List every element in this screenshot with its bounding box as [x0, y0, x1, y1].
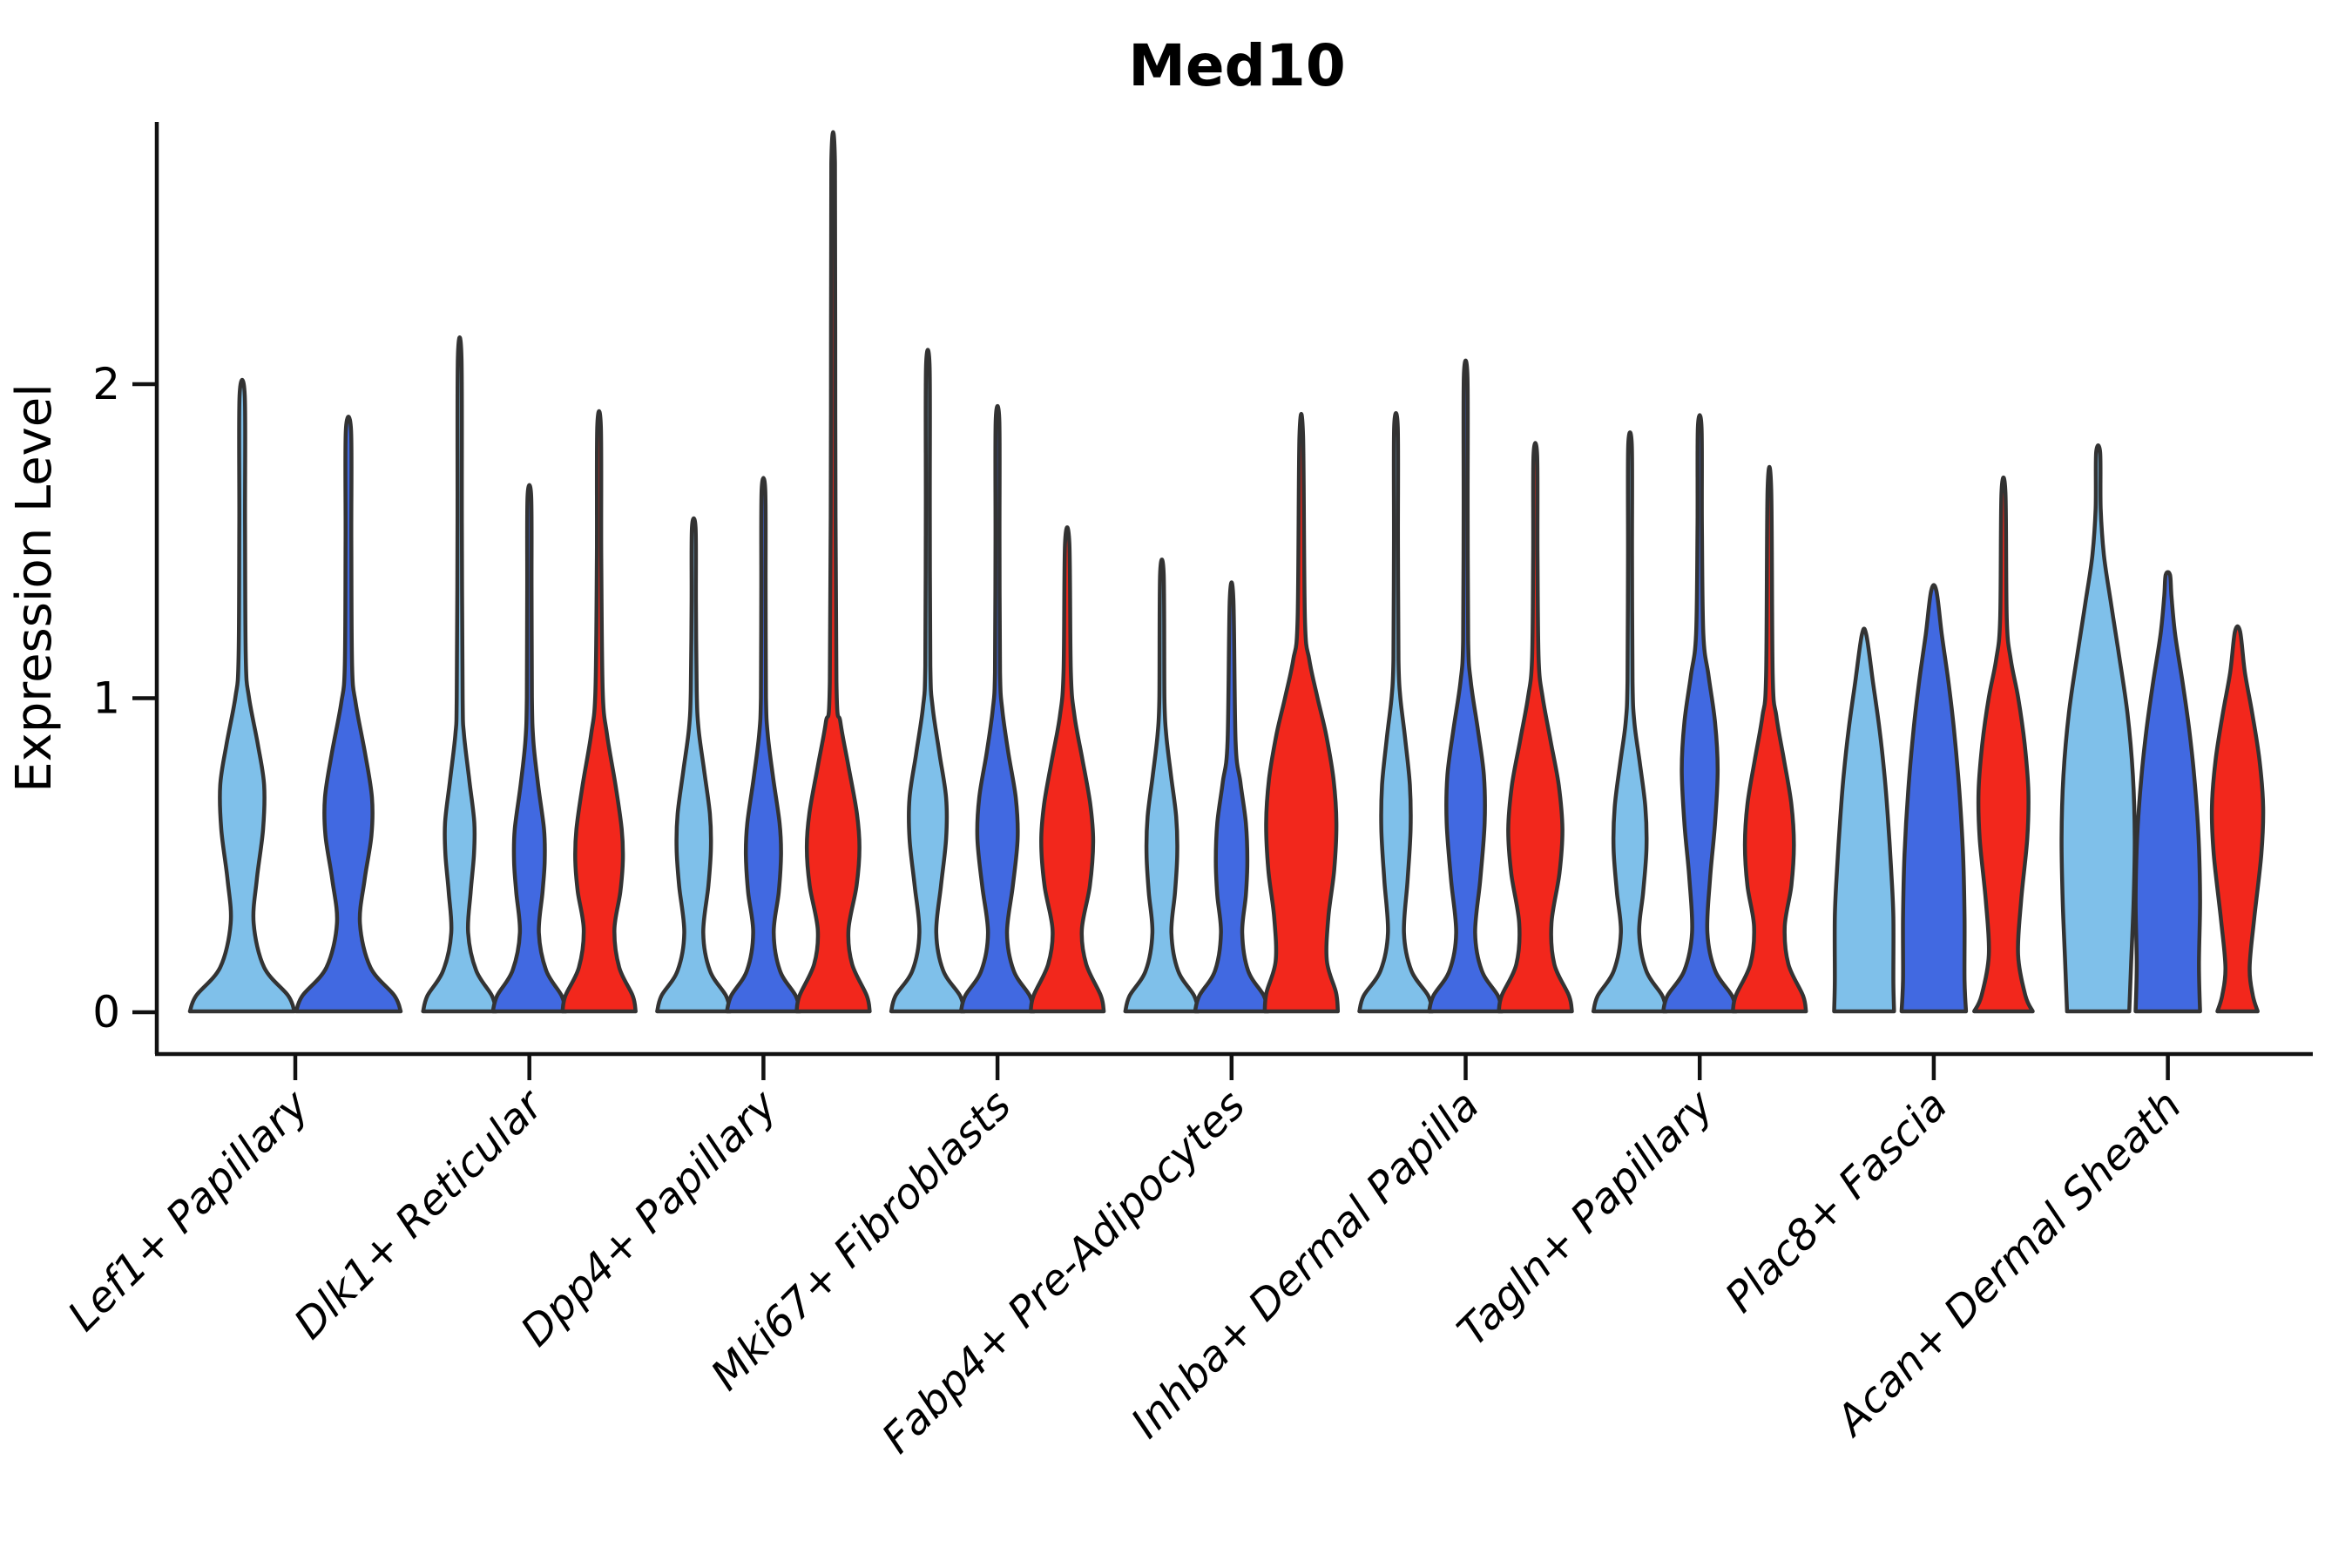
x-category-label: Tagln+ Papillary — [1448, 1080, 1723, 1355]
violin-group2-series3 — [560, 409, 638, 1014]
violin-group5-series2 — [1193, 580, 1271, 1014]
violin-group6-series2 — [1427, 358, 1504, 1014]
violin-group6-series1 — [1357, 410, 1435, 1014]
violin-group9-series1 — [2059, 443, 2137, 1014]
violin-group7-series3 — [1730, 465, 1808, 1014]
x-category-label: Lef1+ Papillary — [58, 1080, 319, 1341]
violin-group4-series1 — [889, 348, 967, 1014]
violin-group2-series1 — [421, 335, 498, 1014]
x-category-label: Plac8+ Fascia — [1716, 1081, 1957, 1322]
x-category-label: Dlk1+ Reticular — [285, 1079, 555, 1349]
chart-title: Med10 — [1128, 32, 1346, 99]
y-axis-label: Expression Level — [6, 383, 63, 793]
violin-group4-series2 — [958, 403, 1037, 1014]
violin-group5-series3 — [1262, 412, 1341, 1014]
violin-group4-series3 — [1028, 525, 1106, 1014]
violin-group8-series2 — [1899, 583, 1969, 1014]
violin-group3-series1 — [655, 516, 733, 1014]
violin-group1-series2 — [294, 415, 403, 1014]
violin-group3-series2 — [725, 476, 802, 1014]
violin-group9-series3 — [2209, 624, 2266, 1014]
violin-group6-series3 — [1497, 441, 1574, 1014]
y-tick-label: 0 — [92, 987, 120, 1037]
x-category-label: Dpp4+ Papillary — [511, 1080, 787, 1355]
violin-group2-series2 — [490, 483, 568, 1014]
violin-group1-series1 — [187, 377, 297, 1014]
y-tick-label: 1 — [92, 673, 120, 724]
violin-group5-series1 — [1123, 558, 1201, 1014]
violin-group8-series3 — [1972, 475, 2035, 1014]
violin-group3-series3 — [794, 130, 872, 1014]
violin-group9-series2 — [2133, 570, 2202, 1014]
violin-group8-series1 — [1832, 626, 1896, 1014]
y-tick-label: 2 — [92, 359, 120, 409]
violin-group7-series2 — [1660, 413, 1739, 1014]
violin-group7-series1 — [1591, 430, 1669, 1014]
